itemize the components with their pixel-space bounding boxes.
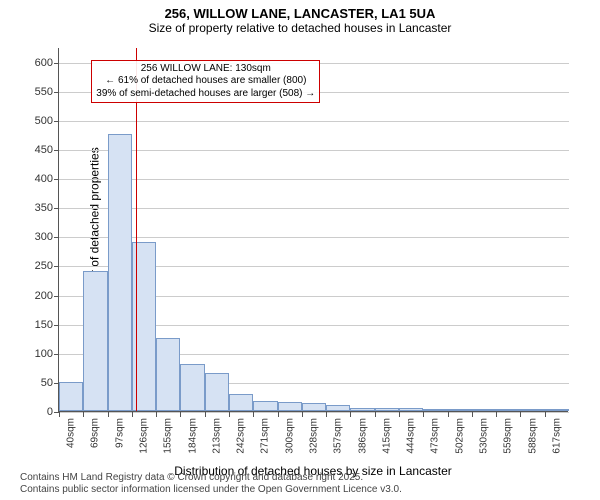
xtick-label: 300sqm	[284, 418, 295, 454]
xtick-mark	[448, 412, 449, 417]
histogram-bar	[399, 408, 423, 411]
histogram-bar	[59, 382, 83, 411]
gridline	[59, 412, 569, 413]
xtick-mark	[132, 412, 133, 417]
ytick-label: 0	[13, 406, 53, 418]
ytick-label: 500	[13, 115, 53, 127]
annotation-smaller-line: ← 61% of detached houses are smaller (80…	[96, 75, 315, 88]
page-title-address: 256, WILLOW LANE, LANCASTER, LA1 5UA	[0, 6, 600, 21]
xtick-label: 126sqm	[139, 418, 150, 454]
xtick-label: 444sqm	[406, 418, 417, 454]
xtick-label: 40sqm	[66, 418, 77, 448]
ytick-mark	[54, 179, 59, 180]
xtick-mark	[496, 412, 497, 417]
xtick-label: 271sqm	[260, 418, 271, 454]
xtick-mark	[253, 412, 254, 417]
histogram-bar	[375, 408, 399, 411]
histogram-bar	[108, 134, 132, 411]
histogram-bar	[472, 409, 496, 411]
xtick-mark	[326, 412, 327, 417]
ytick-label: 200	[13, 290, 53, 302]
xtick-mark	[545, 412, 546, 417]
ytick-mark	[54, 92, 59, 93]
ytick-mark	[54, 150, 59, 151]
ytick-label: 50	[13, 377, 53, 389]
histogram-bar	[496, 409, 520, 411]
ytick-mark	[54, 354, 59, 355]
xtick-label: 473sqm	[430, 418, 441, 454]
xtick-label: 357sqm	[333, 418, 344, 454]
ytick-mark	[54, 296, 59, 297]
ytick-label: 250	[13, 260, 53, 272]
xtick-label: 415sqm	[381, 418, 392, 454]
ytick-mark	[54, 237, 59, 238]
plot-area: 05010015020025030035040045050055060040sq…	[58, 48, 568, 412]
footer-line-1: Contains HM Land Registry data © Crown c…	[20, 472, 402, 484]
ytick-mark	[54, 325, 59, 326]
attribution-footer: Contains HM Land Registry data © Crown c…	[20, 472, 402, 496]
xtick-mark	[350, 412, 351, 417]
page-title-subtitle: Size of property relative to detached ho…	[0, 21, 600, 35]
ytick-label: 550	[13, 86, 53, 98]
histogram-bar	[180, 364, 204, 411]
ytick-label: 150	[13, 319, 53, 331]
histogram-bar	[156, 338, 180, 411]
ytick-label: 600	[13, 57, 53, 69]
xtick-label: 386sqm	[357, 418, 368, 454]
ytick-label: 350	[13, 202, 53, 214]
annotation-box: 256 WILLOW LANE: 130sqm← 61% of detached…	[91, 60, 320, 104]
xtick-label: 328sqm	[309, 418, 320, 454]
xtick-mark	[302, 412, 303, 417]
histogram-bar	[350, 408, 374, 411]
xtick-label: 617sqm	[551, 418, 562, 454]
histogram-bar	[253, 401, 277, 411]
ytick-label: 450	[13, 144, 53, 156]
ytick-label: 300	[13, 231, 53, 243]
annotation-title: 256 WILLOW LANE: 130sqm	[96, 63, 315, 76]
xtick-mark	[472, 412, 473, 417]
histogram-bar	[326, 405, 350, 411]
ytick-label: 400	[13, 173, 53, 185]
footer-line-2: Contains public sector information licen…	[20, 484, 402, 496]
xtick-label: 155sqm	[163, 418, 174, 454]
xtick-label: 213sqm	[211, 418, 222, 454]
xtick-mark	[108, 412, 109, 417]
xtick-mark	[180, 412, 181, 417]
xtick-label: 502sqm	[454, 418, 465, 454]
xtick-mark	[59, 412, 60, 417]
histogram-bar	[229, 394, 253, 411]
xtick-label: 69sqm	[90, 418, 101, 448]
xtick-label: 530sqm	[479, 418, 490, 454]
ytick-mark	[54, 208, 59, 209]
ytick-mark	[54, 121, 59, 122]
ytick-mark	[54, 266, 59, 267]
xtick-label: 559sqm	[503, 418, 514, 454]
xtick-label: 242sqm	[236, 418, 247, 454]
histogram-bar	[302, 403, 326, 411]
annotation-larger-line: 39% of semi-detached houses are larger (…	[96, 88, 315, 101]
xtick-label: 184sqm	[187, 418, 198, 454]
xtick-mark	[83, 412, 84, 417]
xtick-mark	[399, 412, 400, 417]
histogram-bar	[545, 409, 569, 411]
xtick-mark	[229, 412, 230, 417]
histogram-bar	[423, 409, 447, 411]
xtick-mark	[520, 412, 521, 417]
histogram-bar	[205, 373, 229, 411]
histogram-bar	[83, 271, 107, 411]
ytick-mark	[54, 63, 59, 64]
xtick-mark	[205, 412, 206, 417]
histogram-bar	[448, 409, 472, 411]
ytick-label: 100	[13, 348, 53, 360]
xtick-mark	[278, 412, 279, 417]
xtick-mark	[375, 412, 376, 417]
xtick-mark	[423, 412, 424, 417]
xtick-mark	[156, 412, 157, 417]
xtick-label: 97sqm	[114, 418, 125, 448]
histogram-chart: Number of detached properties 0501001502…	[58, 48, 568, 412]
xtick-label: 588sqm	[527, 418, 538, 454]
histogram-bar	[278, 402, 302, 411]
histogram-bar	[520, 409, 544, 411]
